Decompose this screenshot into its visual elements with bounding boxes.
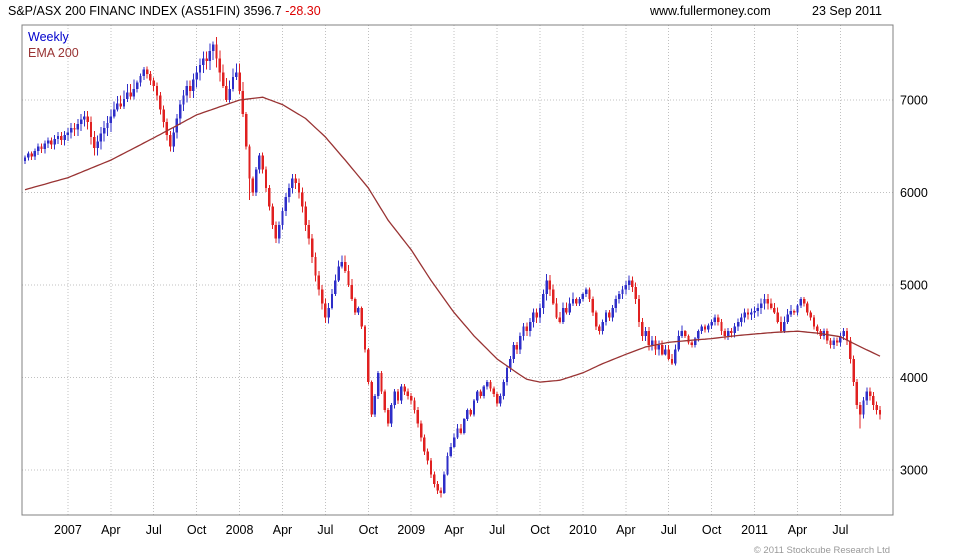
svg-text:Jul: Jul: [146, 523, 162, 537]
candlestick-series: [23, 36, 882, 498]
svg-text:2011: 2011: [741, 523, 768, 537]
svg-text:2009: 2009: [397, 523, 425, 537]
y-axis-labels: 3000 4000 5000 6000 7000: [900, 94, 928, 478]
svg-text:Jul: Jul: [832, 523, 848, 537]
svg-text:7000: 7000: [900, 94, 928, 108]
grid: [22, 25, 893, 515]
svg-text:2007: 2007: [54, 523, 82, 537]
website-text: www.fullermoney.com: [650, 4, 771, 18]
chart-date: 23 Sep 2011: [812, 4, 882, 18]
copyright-notice: © 2011 Stockcube Research Ltd: [753, 545, 890, 556]
svg-text:Oct: Oct: [702, 523, 722, 537]
x-axis-labels: 2007 Apr Jul Oct 2008 Apr Jul Oct 2009 Apr Jul Oct 2…: [54, 523, 848, 537]
svg-text:Apr: Apr: [273, 523, 292, 537]
svg-text:Apr: Apr: [444, 523, 463, 537]
legend-ema-200: EMA 200: [28, 46, 79, 60]
last-price: 3596.7: [243, 4, 282, 18]
instrument-name: S&P/ASX 200 FINANC INDEX (AS51FIN): [8, 4, 241, 18]
svg-text:3000: 3000: [900, 463, 928, 477]
svg-text:2008: 2008: [226, 523, 254, 537]
ema-line: [24, 96, 881, 383]
svg-text:4000: 4000: [900, 371, 928, 385]
svg-text:Apr: Apr: [616, 523, 635, 537]
svg-text:Oct: Oct: [359, 523, 379, 537]
svg-text:Apr: Apr: [788, 523, 807, 537]
svg-text:6000: 6000: [900, 186, 928, 200]
chart-title: S&P/ASX 200 FINANC INDEX (AS51FIN) 3596.…: [8, 4, 321, 18]
svg-text:Oct: Oct: [530, 523, 550, 537]
svg-text:5000: 5000: [900, 278, 928, 292]
svg-text:Jul: Jul: [489, 523, 505, 537]
svg-text:Jul: Jul: [317, 523, 333, 537]
svg-text:Oct: Oct: [187, 523, 207, 537]
legend-weekly: Weekly: [28, 30, 69, 44]
svg-text:2010: 2010: [569, 523, 597, 537]
svg-text:Apr: Apr: [101, 523, 120, 537]
price-change: -28.30: [285, 4, 321, 18]
svg-text:Jul: Jul: [661, 523, 677, 537]
plot-border: [21, 24, 894, 516]
